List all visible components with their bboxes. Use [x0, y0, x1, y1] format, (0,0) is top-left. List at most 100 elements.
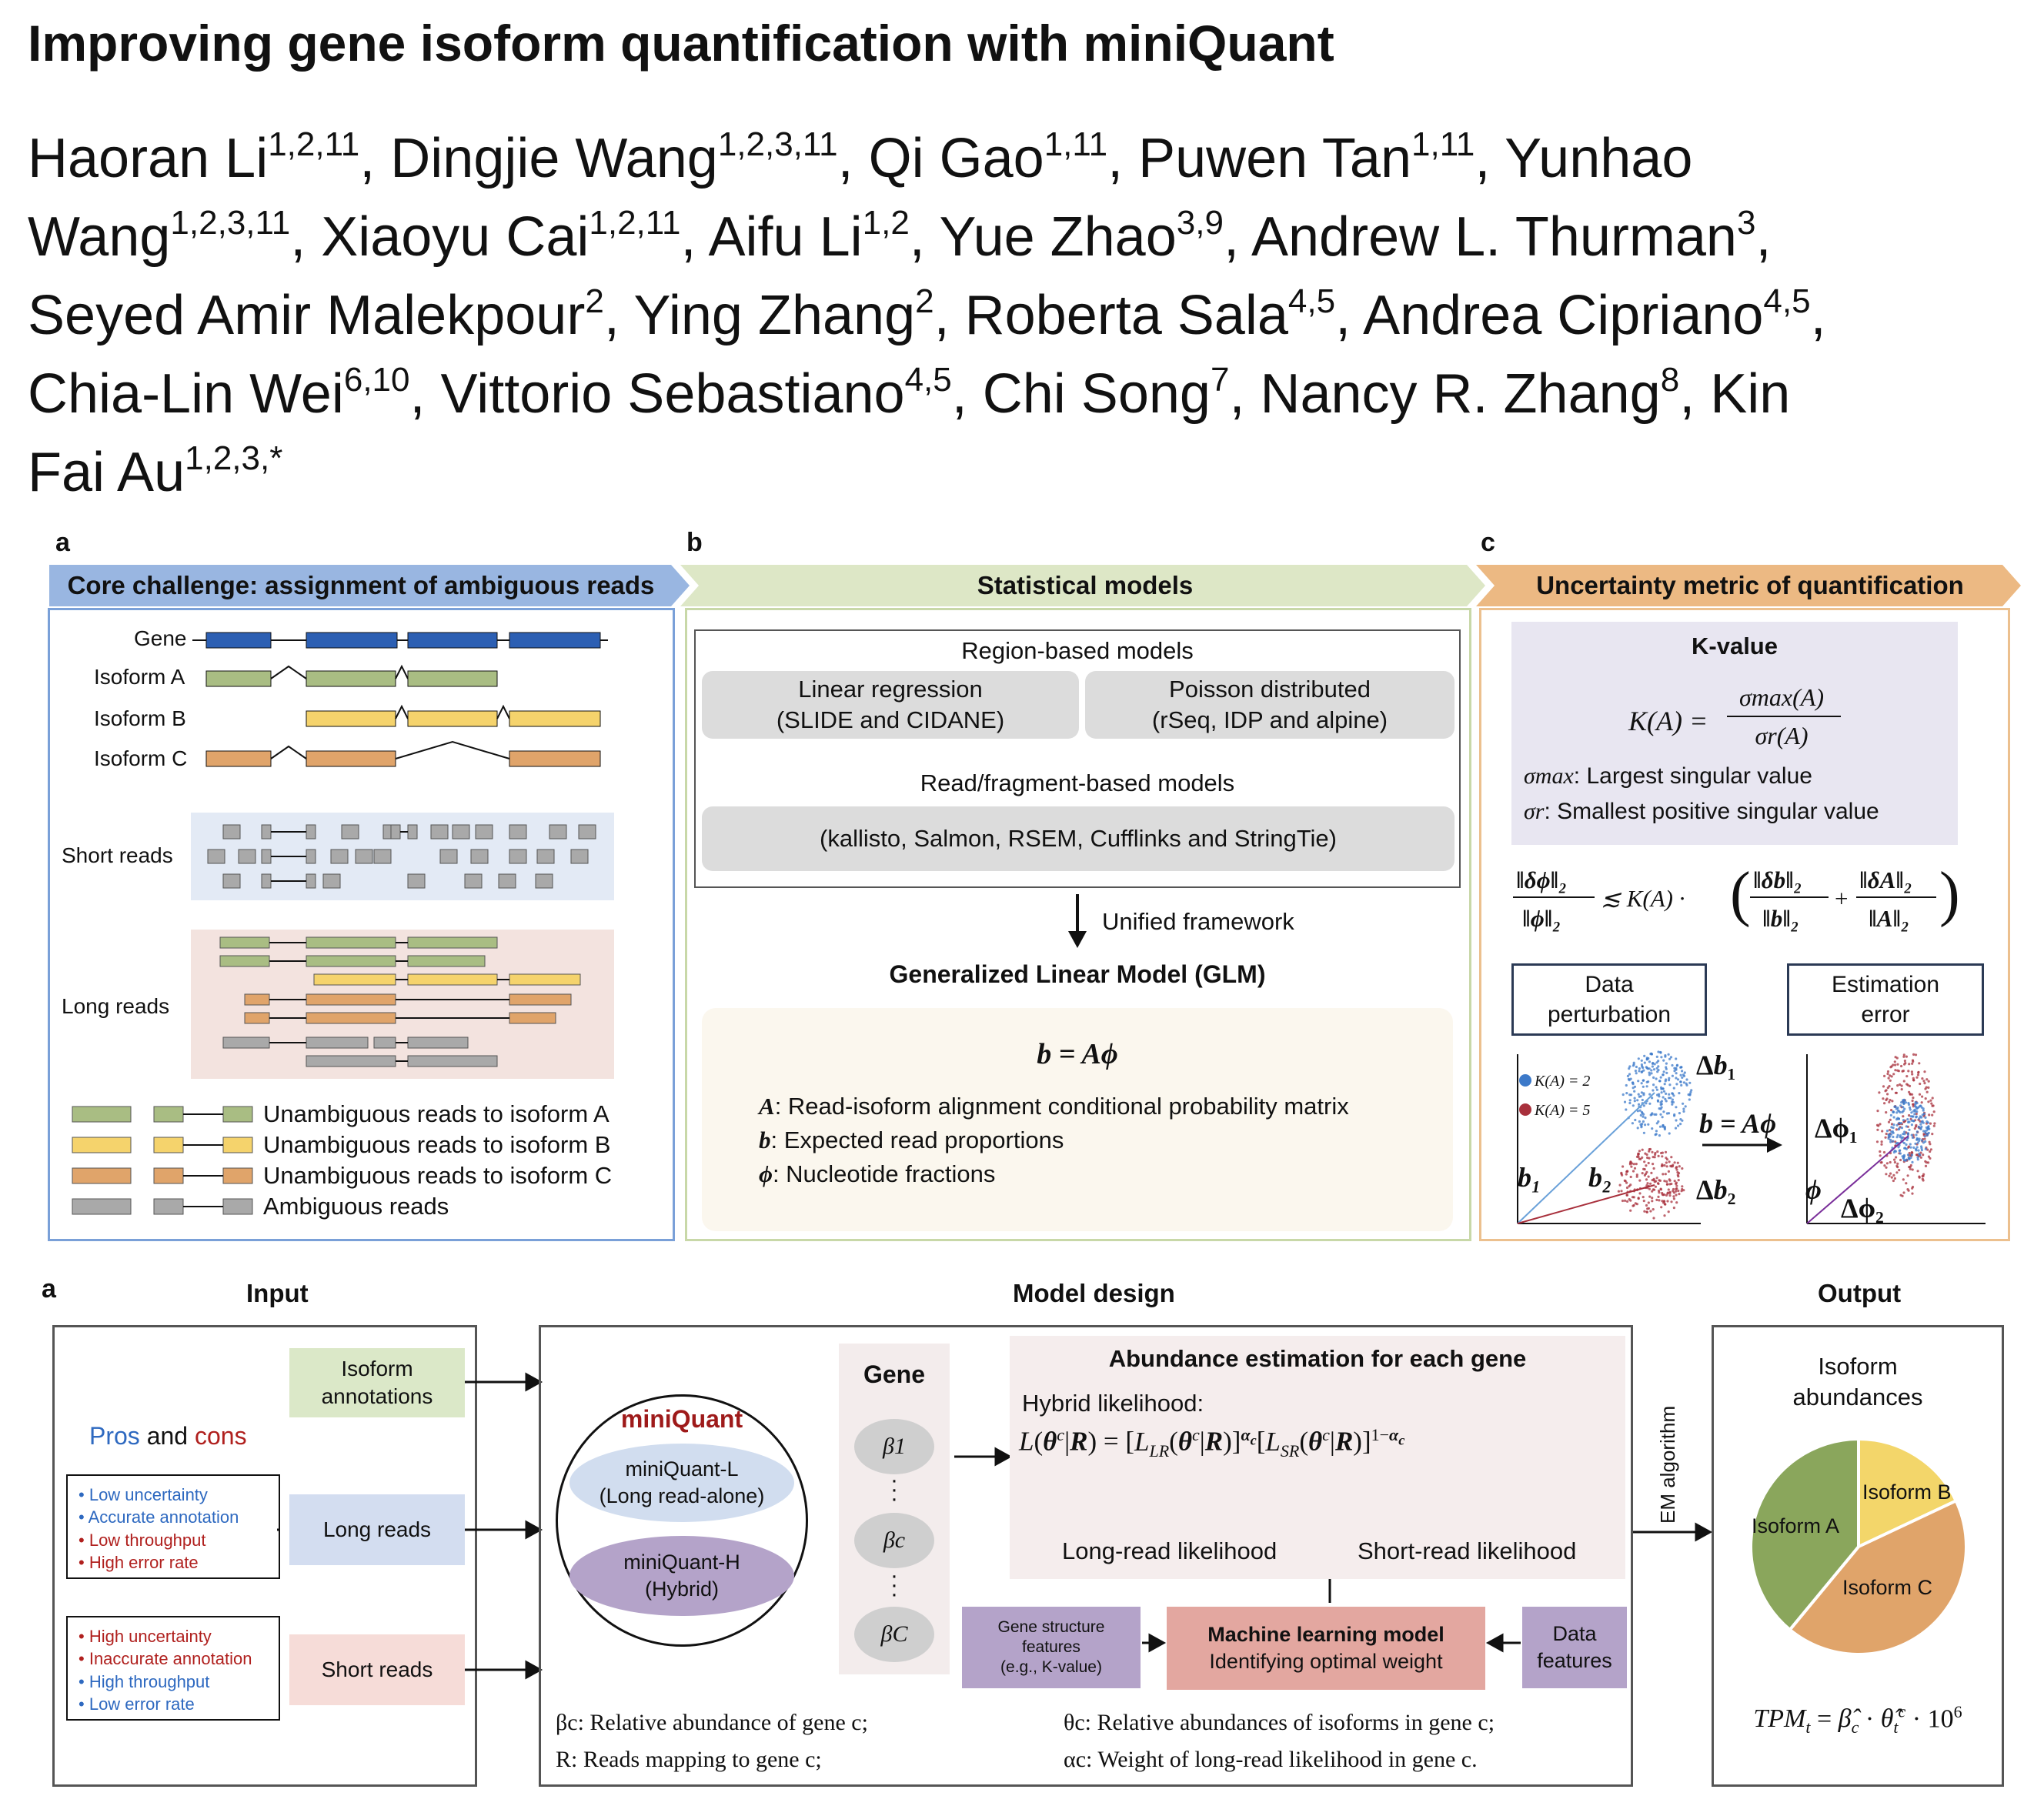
scatter-point	[1666, 1200, 1669, 1203]
read-tools-box: (kallisto, Salmon, RSEM, Cufflinks and S…	[702, 806, 1455, 871]
def-theta: θc: Relative abundances of isoforms in g…	[1064, 1710, 1495, 1735]
scatter-point	[1899, 1158, 1902, 1162]
scatter-point	[1903, 1133, 1906, 1136]
scatter-point	[1660, 1091, 1663, 1094]
scatter-point	[1657, 1065, 1660, 1068]
scatter-point	[1898, 1110, 1901, 1113]
scatter-point	[1919, 1156, 1922, 1159]
scatter-point	[1895, 1123, 1899, 1127]
scatter-point	[1655, 1113, 1658, 1116]
scatter-point	[1679, 1066, 1682, 1069]
scatter-point	[1668, 1190, 1672, 1193]
scatter-point	[1667, 1188, 1670, 1191]
unified-framework-label: Unified framework	[1102, 908, 1294, 935]
scatter-point	[1927, 1131, 1930, 1134]
scatter-point	[1635, 1065, 1638, 1069]
scatter-point	[1907, 1145, 1911, 1148]
scatter-point	[1642, 1120, 1645, 1123]
scatter-point	[1662, 1173, 1665, 1176]
scatter-point	[1900, 1101, 1903, 1104]
kvalue-title: K-value	[1692, 633, 1778, 659]
svg-text:+: +	[1835, 885, 1848, 912]
scatter-point	[1653, 1156, 1656, 1159]
scatter-point	[1925, 1133, 1929, 1137]
scatter-point	[1641, 1172, 1644, 1175]
scatter-point	[1915, 1112, 1918, 1116]
scatter-point	[1889, 1074, 1892, 1077]
scatter-point	[1908, 1120, 1911, 1123]
scatter-point	[1628, 1101, 1632, 1105]
scatter-point	[1664, 1080, 1667, 1083]
isoform-abundances-line2: abundances	[1792, 1384, 1923, 1411]
scatter-point	[1915, 1146, 1919, 1149]
scatter-point	[1911, 1192, 1914, 1195]
beta-c-node: βc	[854, 1513, 934, 1568]
scatter-point	[1915, 1076, 1919, 1079]
scatter-point	[1657, 1154, 1660, 1157]
scatter-point	[1916, 1156, 1919, 1159]
scatter-point	[1652, 1068, 1656, 1071]
scatter-point	[1911, 1062, 1914, 1065]
scatter-point	[1906, 1153, 1910, 1157]
def-a-symbol: A	[759, 1093, 775, 1120]
scatter-point	[1889, 1135, 1892, 1138]
pie-label-isoform-c: Isoform C	[1842, 1576, 1933, 1599]
scatter-point	[1892, 1110, 1895, 1113]
scatter-point	[1638, 1095, 1641, 1098]
scatter-point	[1663, 1163, 1666, 1167]
scatter-point	[1658, 1134, 1661, 1137]
scatter-point	[1675, 1106, 1678, 1109]
panel-c-label: c	[1481, 528, 1495, 557]
author-name: Roberta Sala	[964, 285, 1288, 346]
scatter-point	[1667, 1079, 1671, 1082]
scatter-point	[1632, 1163, 1635, 1166]
scatter-point	[1919, 1082, 1922, 1086]
scatter-point	[1688, 1081, 1692, 1084]
scatter-point	[1927, 1155, 1930, 1158]
scatter-point	[1932, 1110, 1935, 1113]
scatter-point	[1913, 1127, 1916, 1130]
legend-k5: K(A) = 5	[1535, 1102, 1591, 1119]
abundance-estimation-box	[1010, 1336, 1625, 1579]
miniquant-l-sub: (Long read-alone)	[599, 1484, 765, 1507]
scatter-point	[1898, 1169, 1901, 1172]
scatter-point	[1890, 1109, 1893, 1112]
scatter-point	[1886, 1070, 1890, 1073]
scatter-point	[1909, 1143, 1912, 1146]
scatter-point	[1655, 1086, 1658, 1089]
scatter-point	[1922, 1109, 1925, 1112]
scatter-point	[1913, 1108, 1916, 1111]
scatter-point	[1888, 1100, 1891, 1103]
scatter-point	[1919, 1153, 1922, 1157]
region-models-title: Region-based models	[961, 637, 1194, 664]
scatter-point	[1643, 1210, 1646, 1213]
scatter-point	[1626, 1200, 1629, 1203]
scatter-point	[1878, 1091, 1881, 1094]
author-line-5: Fai Au1,2,3,*	[28, 442, 282, 501]
scatter-point	[1892, 1123, 1895, 1127]
scatter-point	[1893, 1149, 1896, 1153]
scatter-point	[1885, 1173, 1888, 1176]
scatter-point	[1911, 1099, 1914, 1103]
scatter-point	[1635, 1155, 1639, 1158]
scatter-point	[1915, 1123, 1918, 1127]
scatter-point	[1670, 1182, 1673, 1186]
pros-label: Pros	[89, 1422, 140, 1450]
hybrid-likelihood-label: Hybrid likelihood:	[1022, 1390, 1204, 1417]
author-affiliation: 4,5	[904, 361, 952, 399]
scatter-point	[1657, 1182, 1660, 1185]
isoform-pie-chart	[1749, 1437, 1968, 1656]
scatter-point	[1627, 1077, 1630, 1080]
scatter-point	[1628, 1065, 1632, 1068]
scatter-point	[1902, 1178, 1905, 1181]
scatter-point	[1652, 1083, 1655, 1087]
scatter-point	[1905, 1158, 1908, 1161]
scatter-point	[1678, 1092, 1681, 1095]
scatter-point	[1880, 1161, 1883, 1164]
author-affiliation: 1,11	[1411, 125, 1475, 163]
scatter-point	[1920, 1149, 1923, 1152]
scatter-point	[1927, 1080, 1930, 1083]
pie-slices	[1749, 1437, 1968, 1656]
scatter-point	[1661, 1200, 1664, 1203]
scatter-point	[1633, 1100, 1636, 1103]
